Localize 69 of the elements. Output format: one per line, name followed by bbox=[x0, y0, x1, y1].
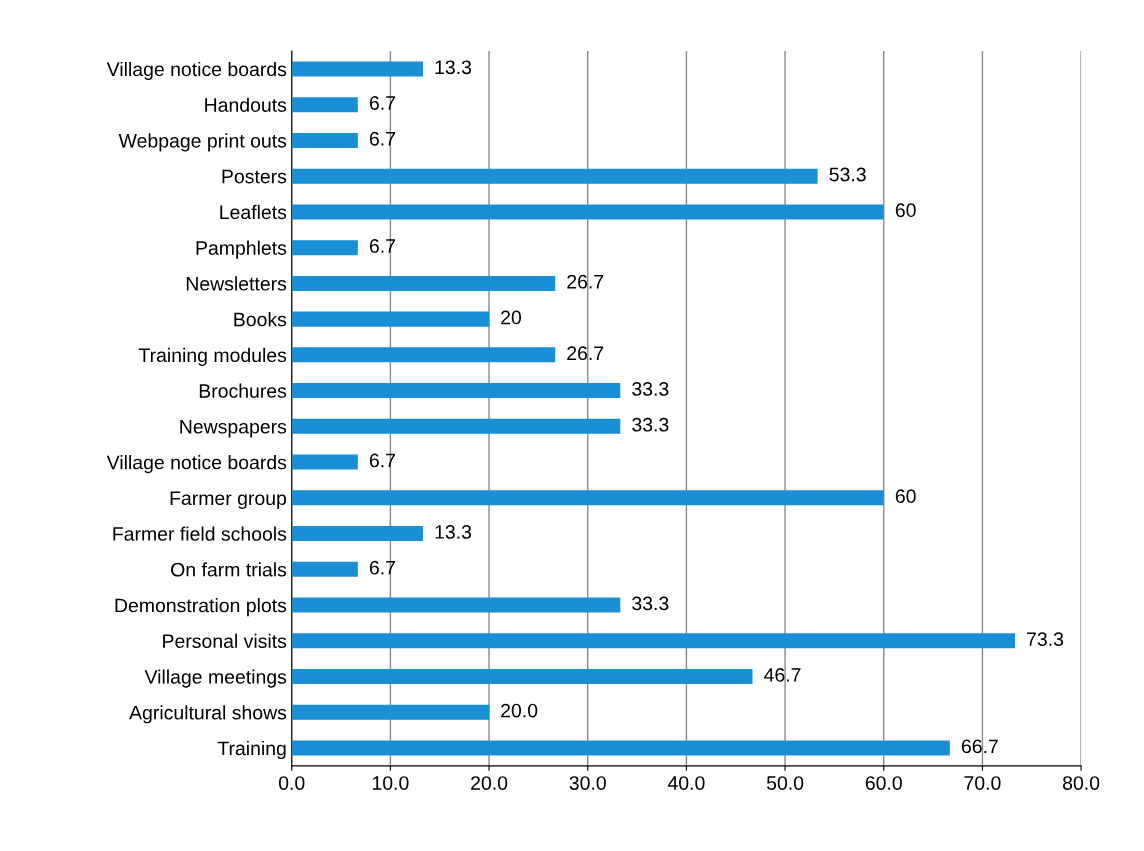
y-tick-label: Training modules bbox=[138, 347, 287, 366]
bar bbox=[291, 454, 358, 470]
y-tick-label: Webpage print outs bbox=[118, 133, 287, 152]
data-label: 53.3 bbox=[829, 167, 866, 182]
data-label: 13.3 bbox=[435, 60, 472, 75]
data-label: 33.3 bbox=[632, 596, 669, 611]
y-tick-label: Agricultural shows bbox=[129, 705, 287, 724]
y-tick-label: Village meetings bbox=[144, 669, 287, 688]
bar bbox=[291, 97, 358, 113]
x-tick-label: 20.0 bbox=[471, 776, 508, 790]
y-tick-label: Leaflets bbox=[220, 204, 287, 220]
bar bbox=[291, 418, 621, 434]
data-label: 33.3 bbox=[632, 417, 669, 432]
y-tick-label: Personal visits bbox=[163, 633, 287, 649]
data-label: 20.0 bbox=[501, 703, 538, 718]
data-label: 60 bbox=[895, 203, 916, 218]
y-tick-label: Handouts bbox=[205, 97, 287, 112]
data-label: 6.7 bbox=[369, 239, 395, 253]
bar bbox=[291, 669, 753, 685]
data-label: 73.3 bbox=[1027, 632, 1064, 647]
bar bbox=[291, 275, 556, 291]
x-tick-label: 40.0 bbox=[667, 776, 705, 790]
bar bbox=[291, 633, 1015, 649]
y-tick-label: On farm trials bbox=[171, 562, 287, 577]
bar bbox=[291, 311, 490, 327]
y-tick-label: Posters bbox=[222, 169, 287, 184]
bar bbox=[291, 597, 621, 613]
bar bbox=[291, 383, 621, 399]
data-label: 6.7 bbox=[369, 560, 395, 575]
data-label: 6.7 bbox=[369, 96, 395, 110]
bar bbox=[291, 740, 950, 756]
x-tick-label: 80.0 bbox=[1063, 776, 1100, 790]
bar bbox=[291, 204, 884, 220]
y-tick-label: Farmer field schools bbox=[113, 526, 287, 541]
bar bbox=[291, 61, 423, 77]
bar bbox=[291, 168, 818, 184]
bar bbox=[291, 240, 358, 256]
data-label: 6.7 bbox=[369, 453, 395, 468]
data-label: 13.3 bbox=[435, 525, 472, 539]
y-tick-label: Training bbox=[217, 740, 286, 760]
bar bbox=[291, 526, 423, 542]
x-tick-label: 30.0 bbox=[569, 776, 606, 790]
y-tick-label: Village notice boards bbox=[106, 455, 287, 474]
x-tick-label: 60.0 bbox=[865, 776, 902, 790]
data-label: 46.7 bbox=[764, 668, 801, 682]
y-tick-label: Newsletters bbox=[186, 276, 287, 291]
x-tick-label: 50.0 bbox=[766, 776, 804, 790]
data-label: 6.7 bbox=[369, 131, 395, 146]
data-label: 33.3 bbox=[632, 382, 669, 396]
data-label: 20 bbox=[501, 310, 522, 325]
data-label: 60 bbox=[895, 489, 916, 504]
x-tick-label: 0.0 bbox=[278, 776, 305, 790]
y-tick-label: Pamphlets bbox=[196, 240, 287, 259]
bar bbox=[291, 704, 490, 720]
y-tick-label: Newspapers bbox=[180, 420, 287, 438]
y-tick-label: Books bbox=[234, 312, 287, 327]
bar bbox=[291, 561, 358, 577]
y-tick-label: Village notice boards bbox=[106, 61, 287, 81]
data-label: 66.7 bbox=[961, 739, 998, 754]
bar bbox=[291, 490, 884, 506]
y-tick-label: Demonstration plots bbox=[115, 598, 287, 617]
data-label: 26.7 bbox=[567, 346, 604, 361]
y-tick-label: Brochures bbox=[199, 383, 287, 398]
y-tick-label: Farmer group bbox=[170, 491, 287, 509]
data-label: 26.7 bbox=[567, 274, 604, 289]
bar bbox=[291, 132, 358, 148]
bar bbox=[291, 347, 556, 363]
x-tick-label: 70.0 bbox=[964, 776, 1001, 790]
x-tick-label: 10.0 bbox=[372, 776, 409, 790]
